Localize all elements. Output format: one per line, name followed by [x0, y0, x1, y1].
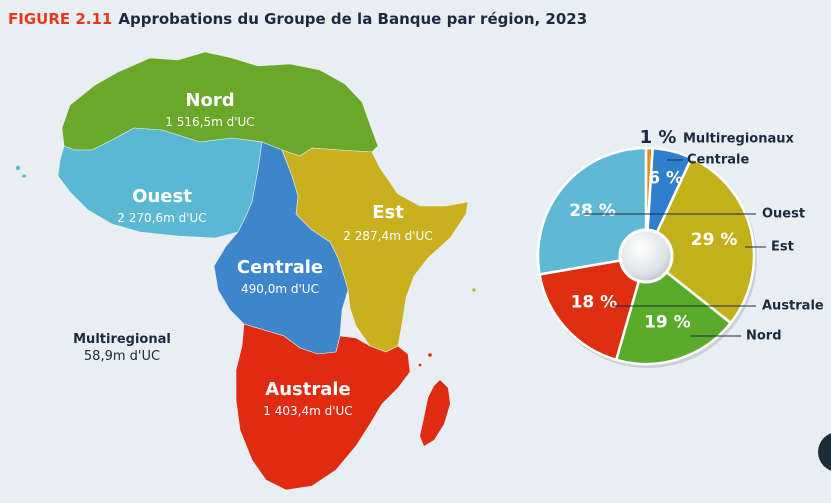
pie-legend-ouest: Ouest [762, 207, 805, 222]
map-island [22, 174, 26, 178]
map-region-australe [235, 323, 411, 491]
pie-legend-centrale: Centrale [687, 153, 749, 168]
map-island [15, 165, 21, 171]
pie-pct-label-australe: 18 % [571, 293, 618, 313]
multiregional-label: Multiregional 58,9m d'UC [62, 332, 182, 364]
pie-slices [536, 146, 756, 366]
pie-legend-est: Est [771, 240, 794, 255]
africa-map: Nord 1 516,5m d'UC Ouest 2 270,6m d'UC E… [15, 51, 476, 491]
pie-slice-australe [538, 254, 648, 362]
pie-pct-label-multiregionaux: 1 % [640, 127, 677, 148]
map-island [472, 288, 476, 292]
pie-pct-label-ouest: 28 % [569, 201, 616, 221]
map-value-nord: 1 516,5m d'UC [165, 115, 254, 129]
map-value-ouest: 2 270,6m d'UC [117, 211, 206, 225]
figure-number: FIGURE 2.11 [8, 10, 113, 28]
figure-title: FIGURE 2.11 Approbations du Groupe de la … [8, 10, 587, 28]
pie-legend-australe: Australe [762, 299, 824, 314]
map-island [418, 363, 422, 367]
multiregional-value: 58,9m d'UC [83, 349, 161, 364]
pie-pct-label-est: 29 % [691, 230, 738, 250]
pie-center-hole [618, 228, 674, 284]
map-label-australe: Australe [265, 379, 350, 400]
figure-title-text: Approbations du Groupe de la Banque par … [118, 10, 588, 28]
pie-legend-multiregionaux: Multiregionaux [683, 132, 795, 147]
page-corner-tab [818, 432, 831, 472]
map-label-centrale: Centrale [237, 257, 323, 278]
pie-pct-label-nord: 19 % [644, 313, 691, 333]
pie-legend-nord: Nord [746, 329, 782, 344]
pie-slice-est [644, 156, 756, 325]
map-value-australe: 1 403,4m d'UC [263, 404, 352, 418]
map-label-nord: Nord [185, 90, 234, 111]
pie-pct-label-centrale: 6 % [648, 169, 683, 189]
map-madagascar [420, 380, 450, 446]
map-value-est: 2 287,4m d'UC [343, 229, 432, 243]
map-label-ouest: Ouest [132, 186, 192, 207]
map-island [428, 353, 432, 357]
map-value-centrale: 490,0m d'UC [241, 282, 319, 296]
pie-slice-ouest [536, 146, 648, 276]
multiregional-name: Multiregional [73, 332, 171, 347]
map-label-est: Est [372, 202, 404, 223]
